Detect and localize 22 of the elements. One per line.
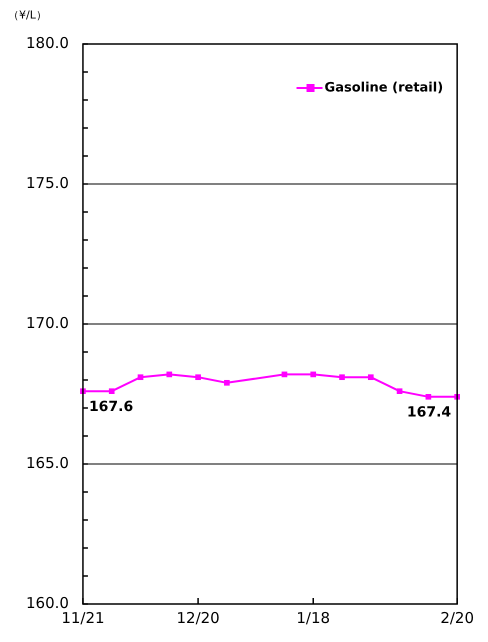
x-tick-label: 1/18	[296, 608, 330, 627]
point	[310, 372, 316, 378]
point	[166, 372, 172, 378]
point	[224, 380, 230, 386]
point	[426, 394, 432, 400]
y-tick-label: 180.0	[26, 34, 69, 52]
data-label: 167.4	[406, 404, 452, 420]
point	[108, 388, 115, 394]
point	[138, 374, 144, 380]
point	[368, 374, 374, 380]
x-tick-label: 12/20	[176, 608, 220, 627]
y-tick-label: 165.0	[26, 454, 69, 472]
point	[396, 388, 402, 394]
y-tick-label: 175.0	[26, 174, 69, 192]
point	[339, 374, 345, 380]
y-tick-label: 170.0	[26, 314, 69, 332]
point	[282, 372, 288, 378]
y-axis-title: （¥/L）	[8, 8, 47, 22]
x-tick-label: 2/20	[440, 608, 474, 627]
point	[195, 374, 201, 380]
data-label: 167.6	[88, 398, 134, 415]
legend-label: Gasoline (retail)	[324, 80, 444, 96]
